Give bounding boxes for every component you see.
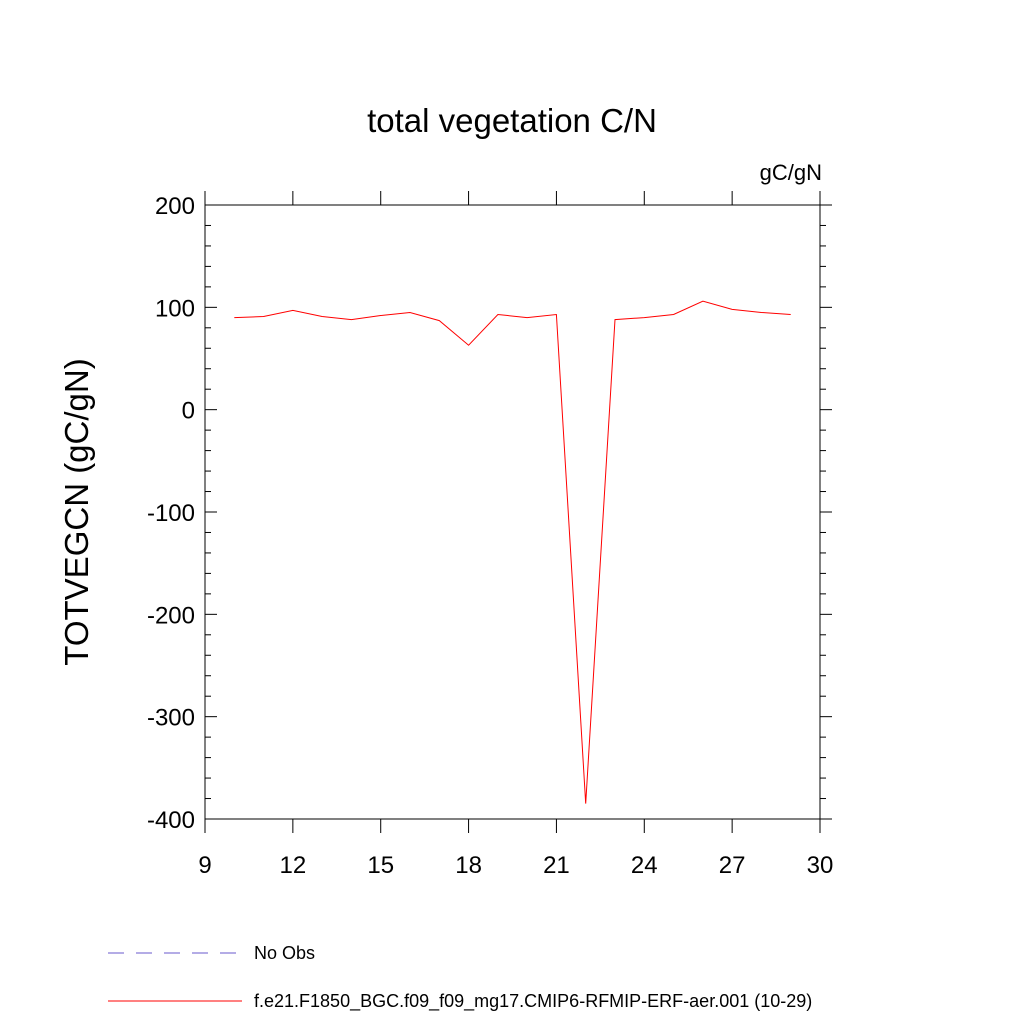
- x-tick-label: 27: [719, 852, 746, 879]
- units-label: gC/gN: [760, 160, 822, 185]
- legend-label-no-obs: No Obs: [254, 943, 315, 963]
- x-tick-label: 12: [280, 852, 307, 879]
- legend: No Obs f.e21.F1850_BGC.f09_f09_mg17.CMIP…: [108, 943, 812, 1012]
- y-tick-label: 100: [155, 295, 195, 322]
- x-tick-label: 18: [455, 852, 482, 879]
- y-tick-label: 0: [182, 398, 195, 425]
- series-layer: [234, 300, 791, 804]
- y-tick-label: -300: [147, 705, 195, 732]
- y-tick-label: 200: [155, 193, 195, 220]
- x-tick-label: 15: [367, 852, 394, 879]
- x-tick-label: 21: [543, 852, 570, 879]
- legend-label-model: f.e21.F1850_BGC.f09_f09_mg17.CMIP6-RFMIP…: [254, 991, 812, 1012]
- y-tick-label: -200: [147, 602, 195, 629]
- chart-title: total vegetation C/N: [367, 102, 657, 139]
- x-tick-label: 9: [198, 852, 211, 879]
- x-tick-label: 24: [631, 852, 658, 879]
- x-tick-label: 30: [807, 852, 834, 879]
- y-tick-label: -400: [147, 807, 195, 834]
- y-axis-label: TOTVEGCN (gC/gN): [58, 358, 95, 665]
- y-tick-label: -100: [147, 500, 195, 527]
- series-line-0: [234, 300, 791, 804]
- plot-frame: [204, 204, 821, 820]
